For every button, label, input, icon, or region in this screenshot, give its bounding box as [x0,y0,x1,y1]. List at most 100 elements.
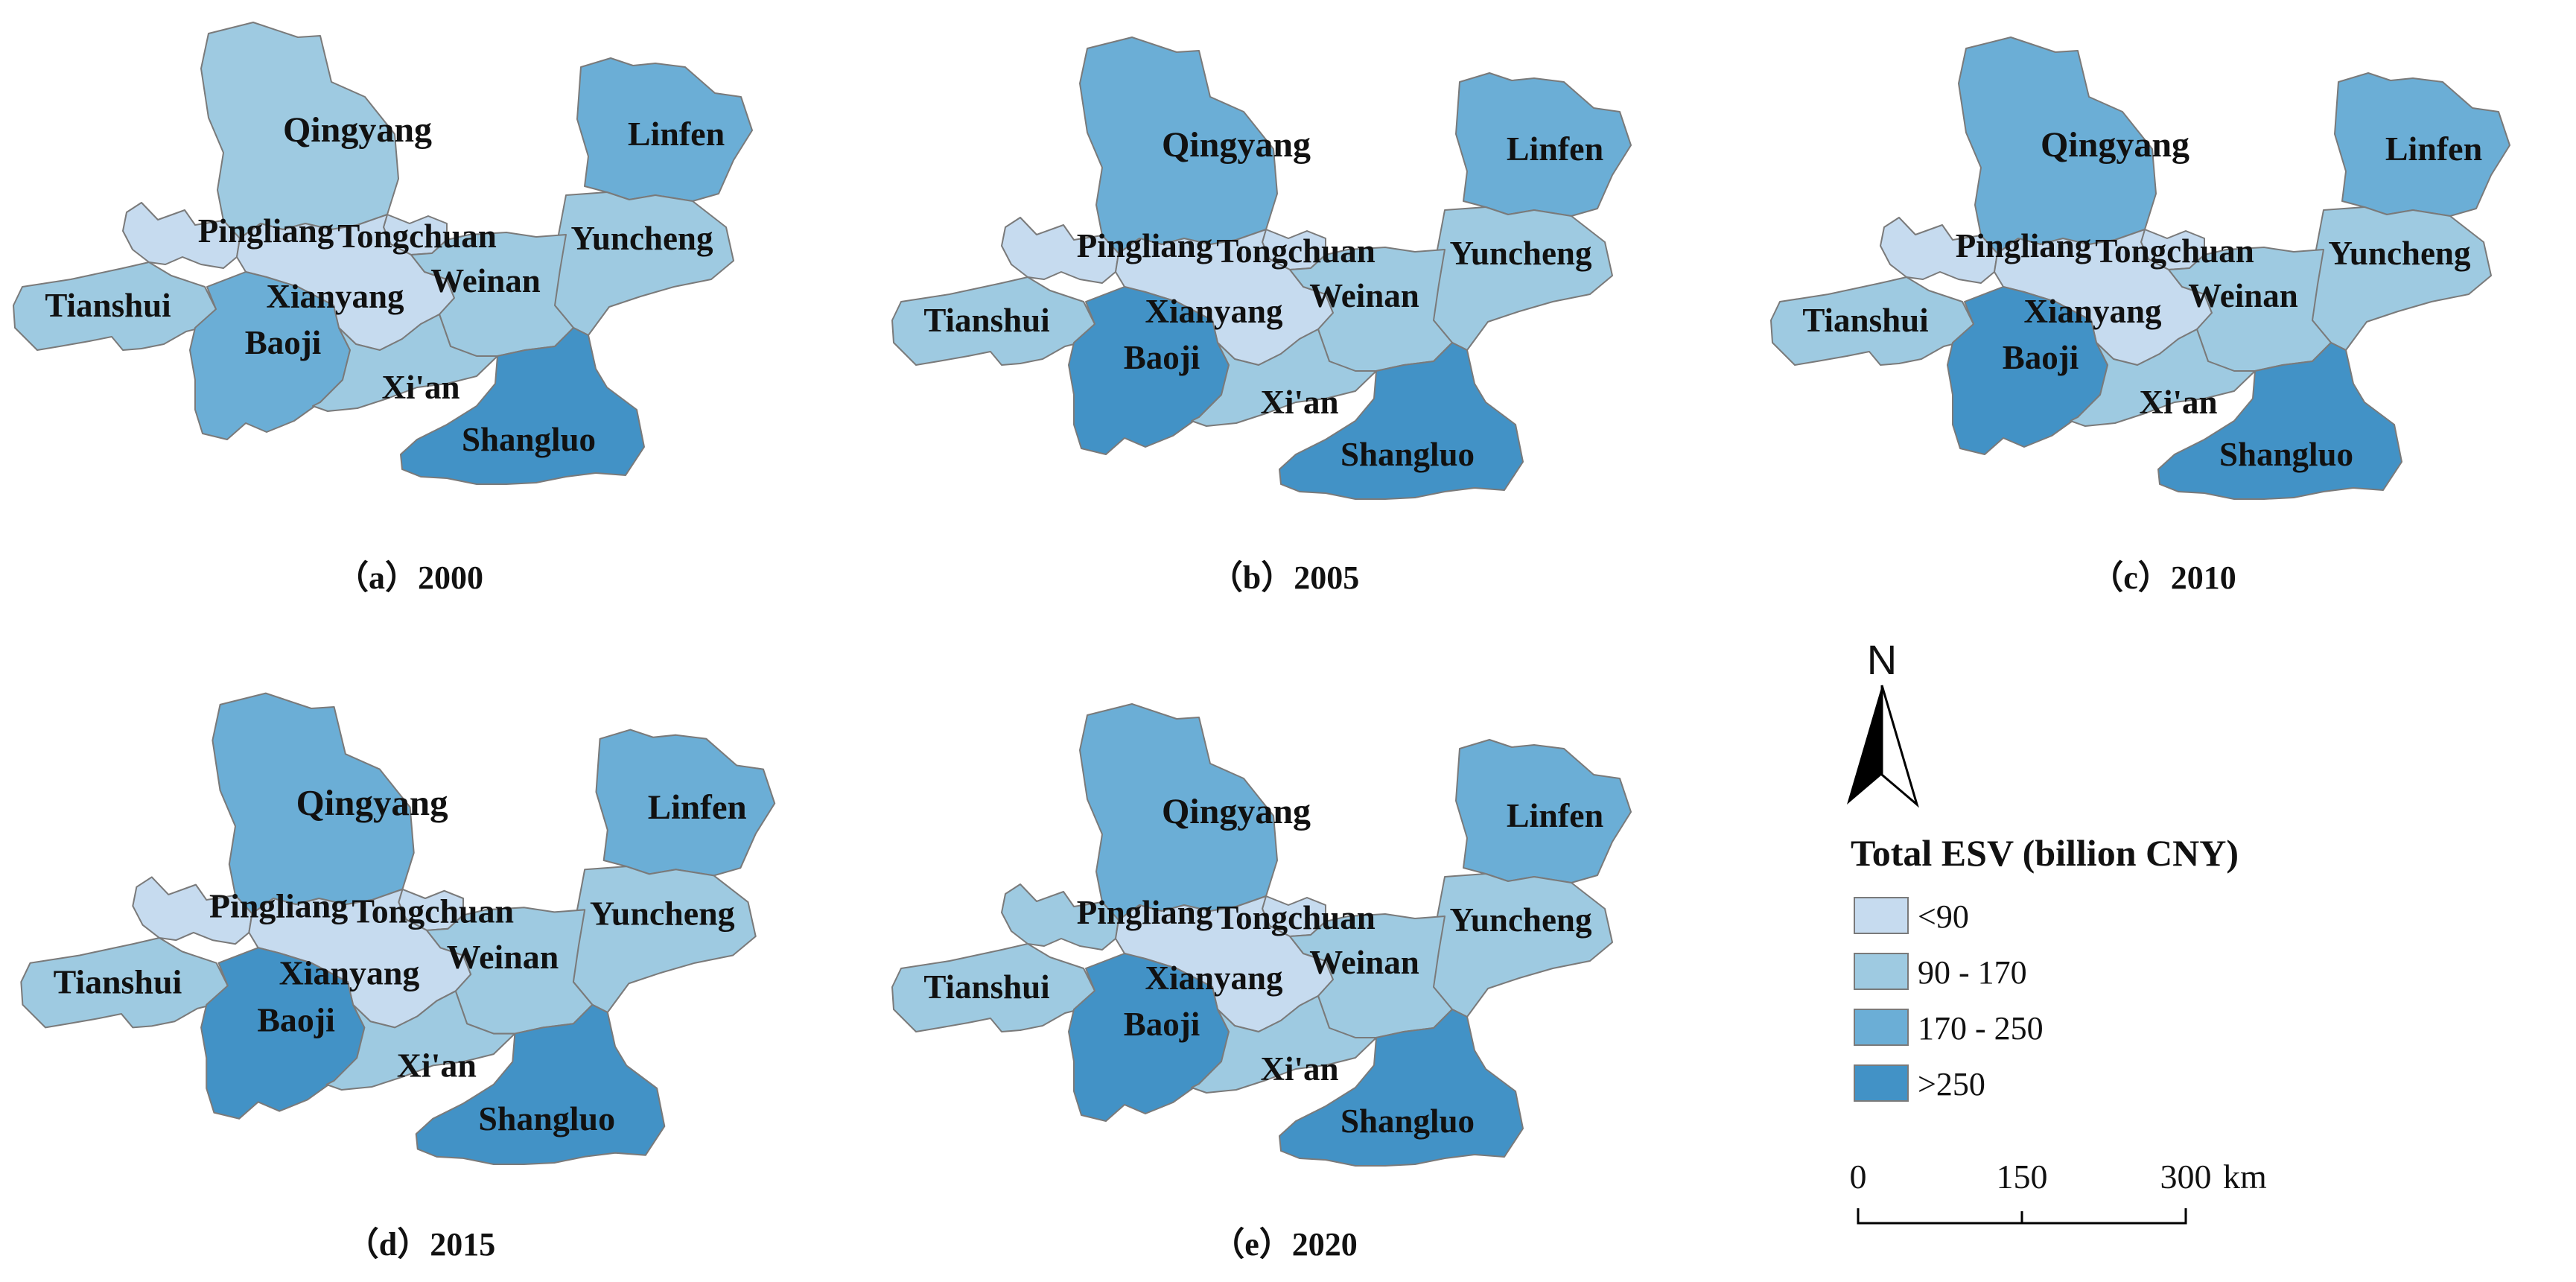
region-baoji [1947,286,2108,455]
map-panel-5: Qingyang Linfen Pingliang Tongchuan Yuncheng… [891,703,1632,1263]
region-label-shangluo: Shangluo [462,421,596,458]
map-panel-1: Qingyang Linfen Pingliang Tongchuan Yuncheng… [13,22,753,596]
region-label-tianshui: Tianshui [923,968,1049,1006]
region-baoji [200,947,366,1120]
region-yuncheng [1429,873,1613,1018]
legend-swatch-1 [1854,897,1909,934]
map-panel-3: Qingyang Linfen Pingliang Tongchuan Yuncheng… [1770,37,2510,596]
region-linfen [2334,72,2510,217]
region-label-yuncheng: Yuncheng [1450,235,1592,272]
region-tianshui [20,937,229,1029]
region-label-shangluo: Shangluo [1341,436,1475,473]
region-label-tongchuan: Tongchuan [2095,232,2254,270]
region-shangluo [1279,342,1524,500]
panel-caption: （c）2010 [2090,559,2236,596]
legend-swatch-2 [1854,953,1909,990]
region-pingliang [1001,217,1119,284]
north-arrow: N [1847,636,1919,808]
region-yuncheng [550,191,734,336]
region-pingliang [122,202,241,269]
region-shangluo [400,327,645,485]
region-label-xian: Xi'an [397,1047,477,1085]
scale-tick-150: 150 [1997,1158,2048,1196]
region-label-qingyang: Qingyang [2041,125,2189,165]
region-pingliang [1880,217,1998,284]
region-label-xian: Xi'an [2139,384,2217,421]
region-tianshui [891,276,1095,366]
region-label-yuncheng: Yuncheng [2329,235,2471,272]
region-label-shangluo: Shangluo [2219,436,2353,473]
region-label-xian: Xi'an [381,369,459,406]
region-linfen [1455,739,1632,883]
legend-label-4: >250 [1918,1066,1985,1102]
region-label-shangluo: Shangluo [478,1099,615,1137]
region-label-qingyang: Qingyang [283,110,432,150]
region-label-xian: Xi'an [1260,384,1338,421]
region-label-xianyang: Xianyang [279,953,420,991]
region-label-tongchuan: Tongchuan [337,218,496,255]
region-label-linfen: Linfen [1507,130,1603,168]
region-label-tianshui: Tianshui [923,302,1049,339]
region-tianshui [13,261,217,351]
north-arrow-label: N [1867,636,1897,683]
legend-swatch-4 [1854,1064,1909,1102]
region-shangluo [1279,1009,1524,1167]
region-label-linfen: Linfen [628,115,725,153]
region-label-pingliang: Pingliang [198,212,334,250]
region-label-qingyang: Qingyang [296,782,448,823]
region-label-linfen: Linfen [648,788,747,827]
region-label-yuncheng: Yuncheng [1450,901,1592,939]
legend-items: <90 90 - 170 170 - 250 >250 [1854,897,2044,1102]
region-label-pingliang: Pingliang [1077,894,1213,931]
scale-bar-line [1857,1208,2187,1225]
north-arrow-left-half [1847,685,1882,805]
region-label-tianshui: Tianshui [54,963,182,1001]
region-label-tongchuan: Tongchuan [352,892,514,930]
region-label-linfen: Linfen [1507,796,1603,834]
region-tianshui [891,943,1095,1032]
region-pingliang [1001,883,1119,951]
region-label-tianshui: Tianshui [45,287,171,324]
region-label-xianyang: Xianyang [2023,293,2162,330]
scale-tick-0: 0 [1850,1158,1867,1196]
region-label-baoji: Baoji [245,324,322,361]
region-label-weinan: Weinan [1309,277,1419,314]
region-yuncheng [568,866,757,1014]
region-label-pingliang: Pingliang [209,887,348,925]
region-xian [325,990,516,1091]
region-label-tianshui: Tianshui [1802,302,1928,339]
region-label-yuncheng: Yuncheng [571,220,713,257]
region-label-shangluo: Shangluo [1341,1102,1475,1140]
region-label-weinan: Weinan [430,262,541,299]
region-xian [1191,329,1377,427]
region-label-baoji: Baoji [257,1001,335,1039]
scale-bar: 0 150 300 km [1850,1158,2267,1225]
legend-label-2: 90 - 170 [1918,954,2027,991]
legend-label-3: 170 - 250 [1918,1010,2044,1047]
region-baoji [189,271,351,440]
region-label-xian: Xi'an [1260,1050,1338,1088]
legend-title: Total ESV (billion CNY) [1851,832,2239,874]
region-label-qingyang: Qingyang [1162,792,1311,831]
region-label-yuncheng: Yuncheng [590,895,735,933]
region-label-qingyang: Qingyang [1162,125,1311,165]
region-yuncheng [1429,206,1613,351]
region-label-weinan: Weinan [447,938,559,976]
region-shangluo [2157,342,2402,500]
region-label-baoji: Baoji [1124,339,1200,376]
panel-caption: （a）2000 [336,559,483,596]
legend: N Total ESV (billion CNY) <90 90 - 170 170… [1847,636,2267,1225]
panel-caption: （b）2005 [1210,559,1359,596]
region-label-baoji: Baoji [1124,1006,1200,1043]
region-label-linfen: Linfen [2385,130,2482,168]
region-label-xianyang: Xianyang [1145,959,1283,997]
region-label-pingliang: Pingliang [1077,227,1213,264]
legend-swatch-3 [1854,1009,1909,1046]
north-arrow-right-half [1880,685,1919,808]
region-linfen [595,729,776,877]
region-label-weinan: Weinan [1309,944,1419,981]
region-yuncheng [2308,206,2492,351]
region-label-pingliang: Pingliang [1956,227,2092,264]
